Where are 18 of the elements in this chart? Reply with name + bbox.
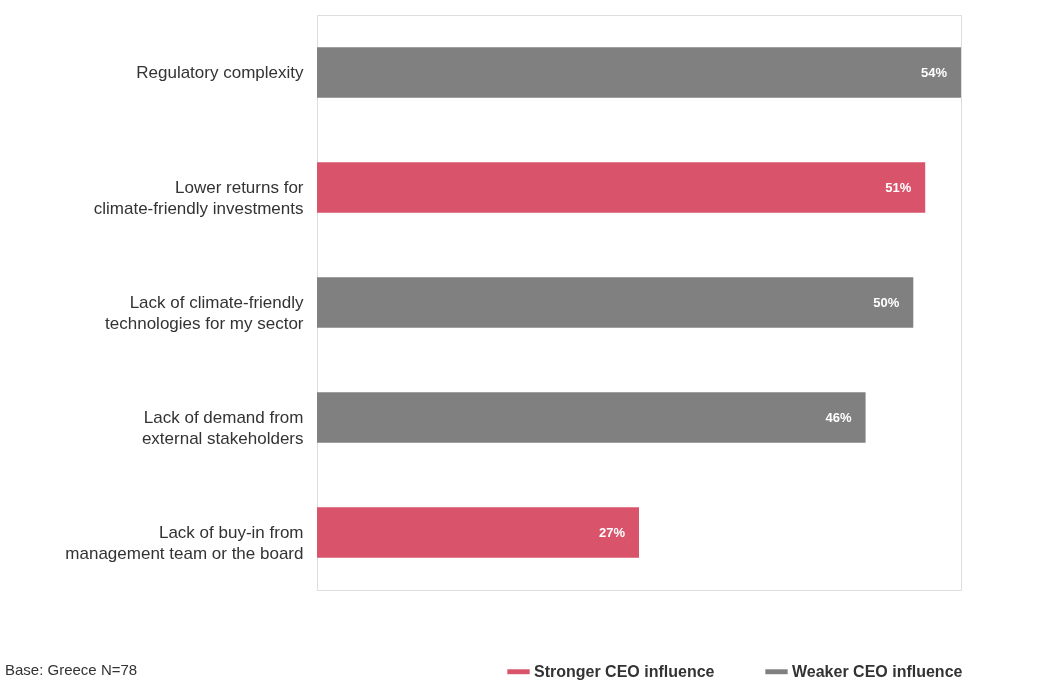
bar bbox=[317, 392, 866, 443]
data-label: 51% bbox=[885, 179, 912, 195]
data-label: 50% bbox=[873, 294, 900, 310]
data-label: 46% bbox=[825, 409, 853, 425]
y-tick-label: Lack of buy-in from management team or the board bbox=[65, 522, 304, 563]
bar bbox=[317, 277, 914, 328]
y-tick-label: Lower returns for climate-friendly investments bbox=[93, 177, 304, 218]
y-tick-label: Regulatory complexity bbox=[136, 62, 304, 82]
text: Base: Greece N=78 bbox=[5, 661, 138, 678]
legend-label: Weaker CEO influence bbox=[792, 662, 963, 680]
bar bbox=[317, 507, 639, 558]
bar bbox=[317, 162, 926, 213]
y-tick-label: Lack of demand from external stakeholders bbox=[141, 407, 304, 448]
bar bbox=[317, 47, 961, 98]
y-tick-label: Lack of climate-friendly technologies for my sector bbox=[105, 292, 304, 333]
data-label: 54% bbox=[920, 64, 948, 80]
legend-label: Stronger CEO influence bbox=[534, 662, 715, 680]
data-label: 27% bbox=[598, 524, 626, 540]
